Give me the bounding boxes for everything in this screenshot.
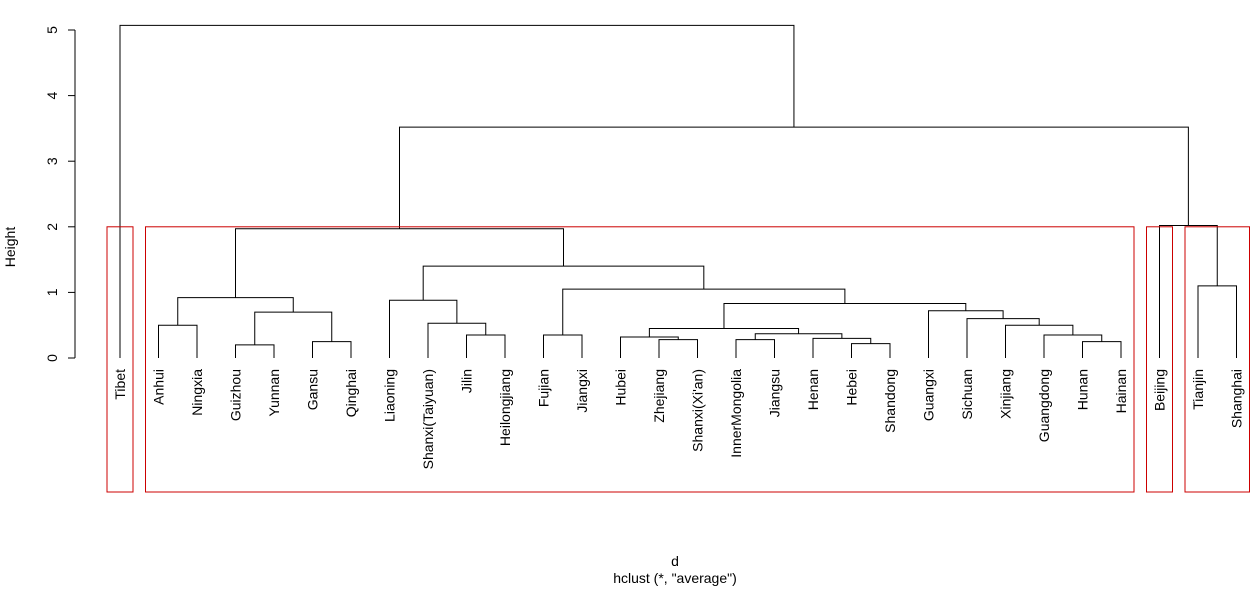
merge-c29 (119, 24, 795, 358)
cluster-box-2 (145, 226, 1135, 493)
leaf-label: Guangxi (920, 369, 936, 421)
merge-c25 (422, 265, 705, 301)
merge-c20 (723, 303, 967, 329)
merge-c6 (235, 344, 275, 358)
cluster-box-4 (1184, 226, 1250, 493)
merge-c26 (235, 228, 565, 298)
cluster-box-3 (1146, 226, 1173, 493)
merge-c14 (158, 324, 198, 358)
leaf-label: InnerMongolia (728, 369, 744, 458)
leaf-label: Yunnan (266, 369, 282, 417)
leaf-label: Hunan (1074, 369, 1090, 410)
leaf-label: Guizhou (227, 369, 243, 421)
leaf-label: Ningxia (189, 369, 205, 416)
method-subtitle: hclust (*, "average") (613, 570, 737, 586)
merge-c8 (620, 336, 679, 358)
cluster-box-1 (106, 226, 134, 493)
leaf-label: Sichuan (959, 369, 975, 420)
leaf-label: Fujian (535, 369, 551, 407)
leaf-labels: Tibet Anhui Ningxia Guizhou Yunnan Gansu Qingh… (112, 369, 1245, 470)
leaf-label: Jiangsu (766, 369, 782, 417)
leaf-label: Shanxi(Taiyuan) (420, 369, 436, 469)
y-tick-label: 0 (44, 354, 60, 362)
x-axis-title: d (671, 553, 679, 569)
merge-c22 (177, 297, 294, 326)
merge-c28 (399, 126, 1189, 229)
dendrogram-tree (119, 24, 1237, 358)
merge-c16 (427, 322, 487, 358)
y-tick-label: 5 (44, 26, 60, 34)
leaf-label: Shanxi(Xi'an) (689, 369, 705, 452)
merge-c21 (389, 299, 458, 358)
leaf-label: Hainan (1113, 369, 1129, 413)
merge-c24 (1197, 285, 1237, 358)
merge-c19 (928, 310, 1004, 358)
y-tick-label: 2 (44, 223, 60, 231)
leaf-label: Jiangxi (574, 369, 590, 413)
y-tick-label: 4 (44, 91, 60, 99)
merge-c18 (254, 311, 333, 345)
merge-c27 (1159, 224, 1218, 358)
leaf-label: Shanghai (1228, 369, 1244, 428)
merge-c5 (735, 339, 775, 358)
merge-c17 (966, 318, 1040, 358)
leaf-label: Hebei (843, 369, 859, 406)
y-tick-label: 1 (44, 288, 60, 296)
leaf-label: Tibet (112, 369, 128, 400)
merge-c11 (1043, 334, 1103, 358)
leaf-label: Jilin (458, 369, 474, 393)
leaf-label: Liaoning (381, 369, 397, 422)
leaf-label: Gansu (304, 369, 320, 410)
leaf-label: Heilongjiang (497, 369, 513, 446)
merge-c4 (658, 339, 698, 358)
merge-c3 (851, 343, 891, 358)
leaf-label: Anhui (150, 369, 166, 405)
merge-c15 (1005, 324, 1074, 358)
leaf-label: Xinjiang (997, 369, 1013, 419)
y-axis-title: Height (2, 227, 18, 268)
merge-c2 (312, 341, 352, 358)
merge-c9 (543, 334, 583, 358)
y-axis: 0 1 2 3 4 5 (44, 26, 76, 362)
leaf-label: Shandong (882, 369, 898, 433)
cluster-boxes (106, 226, 1250, 493)
merge-c1 (1082, 341, 1122, 358)
leaf-label: Hubei (612, 369, 628, 406)
y-tick-label: 3 (44, 157, 60, 165)
leaf-label: Beijing (1151, 369, 1167, 411)
leaf-label: Zhejiang (651, 369, 667, 423)
merge-c7 (812, 337, 872, 358)
leaf-label: Guangdong (1036, 369, 1052, 442)
leaf-label: Qinghai (343, 369, 359, 417)
leaf-label: Tianjin (1190, 369, 1206, 410)
merge-c10 (466, 334, 506, 358)
merge-c13 (648, 327, 800, 338)
leaf-label: Henan (805, 369, 821, 410)
